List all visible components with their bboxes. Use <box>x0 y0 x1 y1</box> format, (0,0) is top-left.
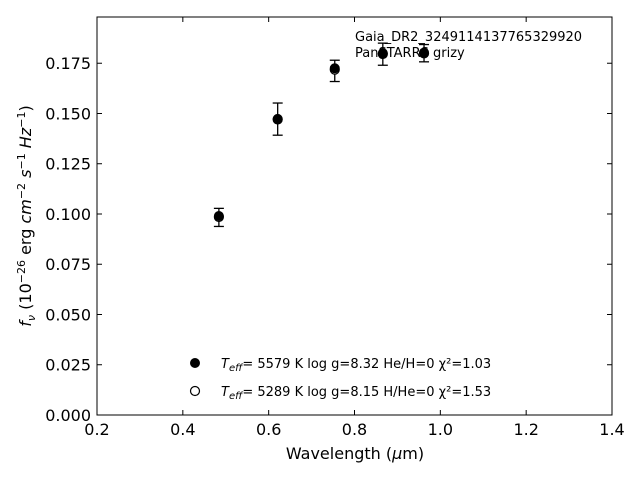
y-tick-label: 0.000 <box>45 406 91 425</box>
legend-label-open: Teff= 5289 K log g=8.15 H/He=0 χ²=1.53 <box>221 385 491 402</box>
plot-frame <box>96 16 613 416</box>
y-tick-label: 0.075 <box>45 255 91 274</box>
x-tick-label: 0.6 <box>256 420 281 439</box>
x-tick-label: 1.4 <box>599 420 624 439</box>
y-tick-label: 0.150 <box>45 104 91 123</box>
y-tick-label: 0.100 <box>45 205 91 224</box>
x-tick-label: 0.4 <box>170 420 195 439</box>
x-axis-ticks: 0.2 0.4 0.6 0.8 1.0 1.2 1.4 <box>84 17 625 439</box>
x-tick-label: 0.2 <box>84 420 109 439</box>
legend-marker-open <box>189 385 201 397</box>
plot-area <box>213 42 430 228</box>
model-point-filled <box>377 48 388 59</box>
model-point-filled <box>272 113 283 124</box>
y-tick-label: 0.125 <box>45 155 91 174</box>
y-axis-ticks: 0.000 0.025 0.050 0.075 0.100 0.125 0.150 0.175 <box>45 54 612 425</box>
y-tick-label: 0.175 <box>45 54 91 73</box>
legend: Teff= 5579 K log g=8.32 He/H=0 χ²=1.03 T… <box>189 357 491 402</box>
x-tick-label: 0.8 <box>342 420 367 439</box>
y-tick-label: 0.025 <box>45 356 91 375</box>
y-tick-label: 0.050 <box>45 305 91 324</box>
model-point-filled <box>419 47 430 58</box>
x-axis-label: Wavelength (μm) <box>286 444 424 463</box>
x-tick-label: 1.0 <box>428 420 453 439</box>
x-tick-label: 1.2 <box>513 420 538 439</box>
legend-marker-filled <box>190 358 200 368</box>
y-axis-label: fν (10−26 erg cm−2 s−1 Hz−1) <box>15 105 38 326</box>
legend-label-filled: Teff= 5579 K log g=8.32 He/H=0 χ²=1.03 <box>221 357 491 374</box>
model-point-filled <box>329 63 340 74</box>
object-id-annotation: Gaia_DR2_3249114137765329920 <box>355 30 582 45</box>
photometry-annotation: PanSTARRS grizy <box>355 46 465 61</box>
model-point-filled <box>213 211 224 221</box>
